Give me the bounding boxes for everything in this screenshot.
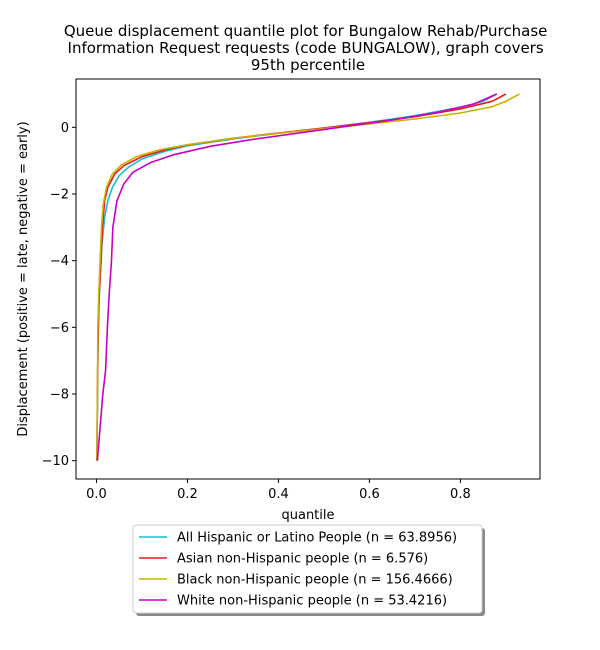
x-axis-ticks: 0.0 0.2 0.4 0.6 0.8 [86,479,471,502]
chart-title-line-2: Information Request requests (code BUNGA… [68,39,544,57]
legend-label-3: Black non-Hispanic people (n = 156.4666) [177,573,453,588]
y-tick-label: 0 [61,121,69,136]
y-tick-label: −8 [50,388,69,403]
chart-title-line-1: Queue displacement quantile plot for Bun… [64,22,548,40]
y-axis-label: Displacement (positive = late, negative … [16,121,31,436]
y-tick-label: −4 [50,254,69,269]
x-tick-label: 0.6 [359,487,380,502]
y-axis-ticks: 0 −2 −4 −6 −8 −10 [42,121,76,469]
plot-frame [75,78,541,480]
legend-entries: All Hispanic or Latino People (n = 63.89… [139,531,457,609]
x-tick-label: 0.2 [177,487,198,502]
x-tick-label: 0.8 [450,487,471,502]
series-line-4 [96,93,498,461]
series-lines [96,93,520,461]
y-tick-label: −6 [50,321,69,336]
legend-label-1: All Hispanic or Latino People (n = 63.89… [177,531,457,546]
chart-title: Queue displacement quantile plot for Bun… [64,22,552,74]
x-tick-label: 0.4 [268,487,289,502]
legend-label-4: White non-Hispanic people (n = 53.4216) [177,594,447,609]
y-tick-label: −10 [42,454,69,469]
series-line-3 [96,93,520,461]
y-tick-label: −2 [50,188,69,203]
legend: All Hispanic or Latino People (n = 63.89… [132,524,485,616]
x-axis-label: quantile [281,508,334,523]
chart-title-line-3: 95th percentile [251,56,365,74]
legend-box [132,524,483,614]
x-tick-label: 0.0 [86,487,107,502]
legend-label-2: Asian non-Hispanic people (n = 6.576) [177,552,428,567]
